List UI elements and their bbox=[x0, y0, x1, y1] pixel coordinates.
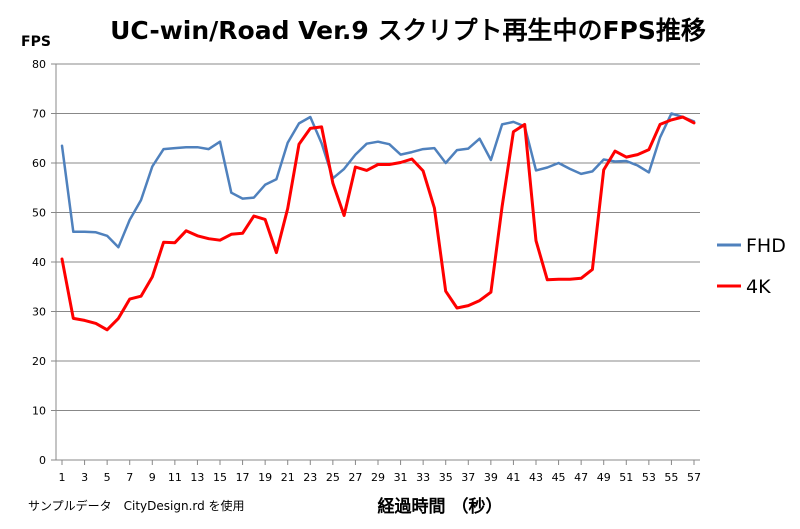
footnote: サンプルデータ CityDesign.rd を使用 bbox=[28, 498, 245, 513]
y-tick-label: 80 bbox=[32, 58, 46, 71]
y-tick-labels: 0 10 20 30 40 50 60 70 80 bbox=[32, 58, 46, 467]
y-tick-label: 10 bbox=[32, 405, 46, 418]
y-tick-label: 70 bbox=[32, 108, 46, 121]
axes bbox=[51, 63, 700, 465]
x-tick-label: 5 bbox=[104, 471, 111, 484]
x-tick-label: 21 bbox=[281, 471, 295, 484]
x-tick-label: 37 bbox=[461, 471, 475, 484]
x-tick-label: 7 bbox=[126, 471, 133, 484]
y-tick-label: 0 bbox=[39, 454, 46, 467]
y-tick-label: 40 bbox=[32, 256, 46, 269]
x-tick-label: 15 bbox=[213, 471, 227, 484]
series-line-4k bbox=[60, 115, 696, 332]
x-tick-label: 53 bbox=[642, 471, 656, 484]
x-tick-label: 35 bbox=[439, 471, 453, 484]
x-tick-label: 1 bbox=[59, 471, 66, 484]
y-tick-label: 30 bbox=[32, 306, 46, 319]
x-tick-label: 31 bbox=[394, 471, 408, 484]
y-tick-label: 20 bbox=[32, 355, 46, 368]
x-tick-label: 51 bbox=[619, 471, 633, 484]
x-tick-label: 39 bbox=[484, 471, 498, 484]
x-tick-label: 25 bbox=[326, 471, 340, 484]
x-tick-label: 23 bbox=[303, 471, 317, 484]
x-tick-label: 11 bbox=[168, 471, 182, 484]
x-tick-label: 33 bbox=[416, 471, 430, 484]
chart-title: UC-win/Road Ver.9 スクリプト再生中のFPS推移 bbox=[110, 16, 706, 45]
legend: FHD 4K bbox=[717, 235, 786, 298]
legend-label-4k: 4K bbox=[746, 276, 771, 298]
y-tick-label: 60 bbox=[32, 157, 46, 170]
gridlines bbox=[56, 63, 700, 411]
x-tick-label: 57 bbox=[687, 471, 701, 484]
y-tick-label: 50 bbox=[32, 207, 46, 220]
x-tick-label: 41 bbox=[506, 471, 520, 484]
x-tick-label: 3 bbox=[81, 471, 88, 484]
x-tick-label: 27 bbox=[348, 471, 362, 484]
x-tick-label: 49 bbox=[597, 471, 611, 484]
x-tick-label: 29 bbox=[371, 471, 385, 484]
x-tick-label: 55 bbox=[664, 471, 678, 484]
x-tick-label: 45 bbox=[552, 471, 566, 484]
x-tick-label: 17 bbox=[236, 471, 250, 484]
series-line-fhd bbox=[60, 112, 696, 249]
legend-label-fhd: FHD bbox=[746, 235, 786, 257]
x-tick-label: 13 bbox=[190, 471, 204, 484]
x-axis-label: 経過時間 （秒） bbox=[378, 496, 503, 517]
series-lines bbox=[60, 112, 696, 332]
x-tick-label: 47 bbox=[574, 471, 588, 484]
x-tick-labels: 1 3 5 7 9 11 13 15 17 19 21 23 25 27 29 31 33 35 37 39 41 43 4… bbox=[59, 471, 702, 484]
x-tick-label: 19 bbox=[258, 471, 272, 484]
x-tick-label: 43 bbox=[529, 471, 543, 484]
x-tick-label: 9 bbox=[149, 471, 156, 484]
y-axis-label: FPS bbox=[21, 34, 51, 50]
